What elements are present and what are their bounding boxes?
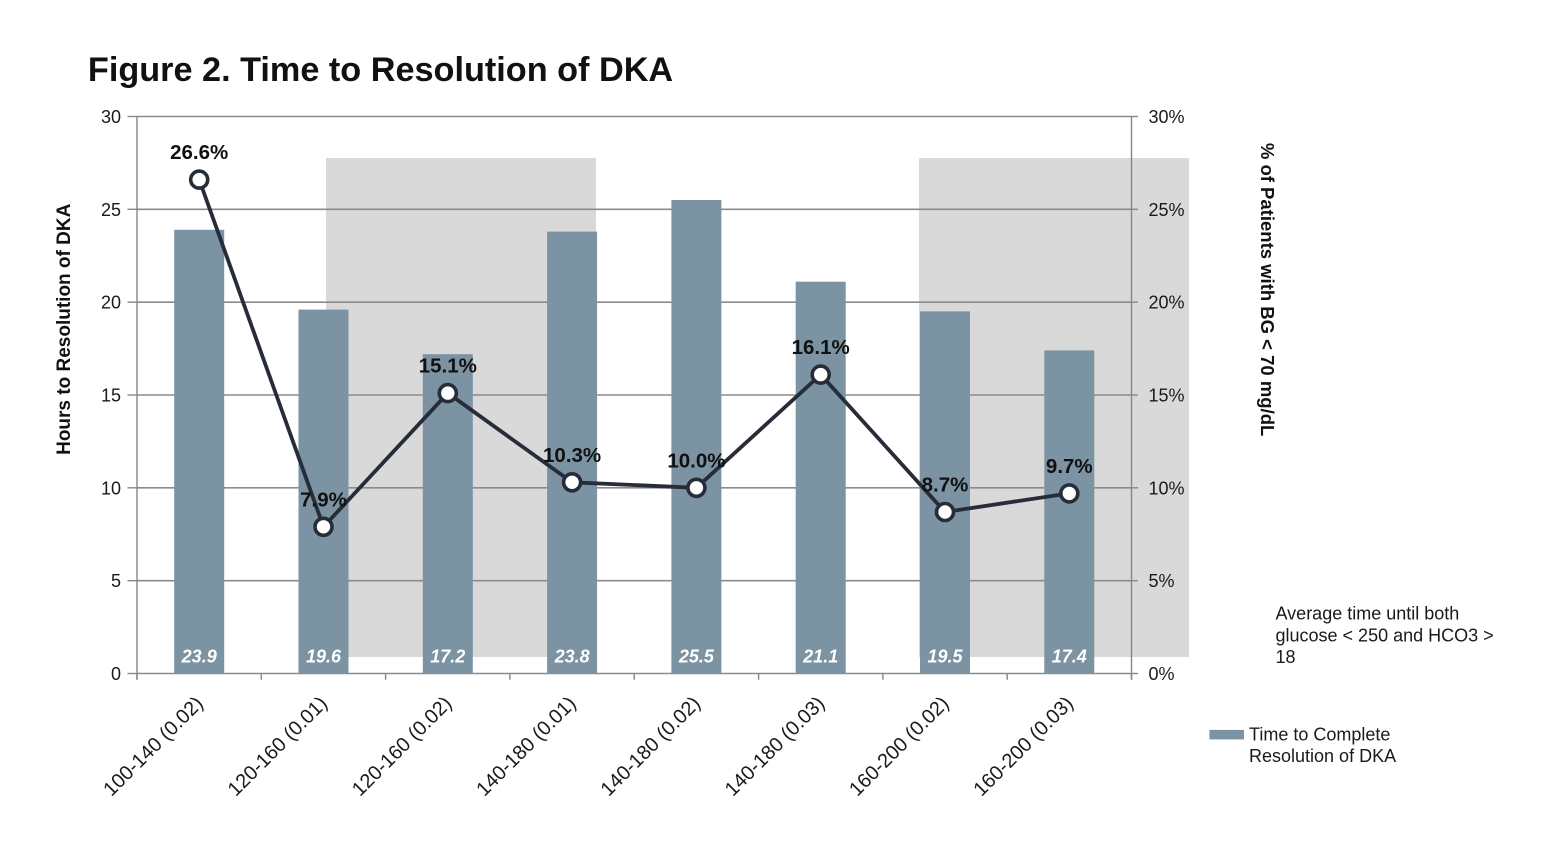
svg-text:glucose < 250 and HCO3 >: glucose < 250 and HCO3 > bbox=[1276, 625, 1494, 645]
svg-text:Figure 2. Time to Resolution o: Figure 2. Time to Resolution of DKA bbox=[88, 51, 673, 89]
svg-text:Hours to Resolution of DKA: Hours to Resolution of DKA bbox=[54, 203, 75, 454]
svg-text:10.0%: 10.0% bbox=[667, 449, 725, 472]
svg-text:20%: 20% bbox=[1149, 293, 1185, 313]
svg-text:5: 5 bbox=[111, 571, 121, 591]
svg-text:10%: 10% bbox=[1149, 478, 1185, 498]
svg-text:23.8: 23.8 bbox=[554, 647, 590, 667]
svg-text:30%: 30% bbox=[1149, 107, 1185, 127]
svg-text:15%: 15% bbox=[1149, 386, 1185, 406]
svg-text:Time to Complete: Time to Complete bbox=[1249, 724, 1390, 744]
svg-text:16.1%: 16.1% bbox=[792, 336, 850, 359]
svg-text:17.2: 17.2 bbox=[430, 647, 465, 667]
svg-text:0: 0 bbox=[111, 664, 121, 684]
svg-text:7.9%: 7.9% bbox=[300, 488, 347, 511]
svg-text:20: 20 bbox=[101, 293, 121, 313]
svg-text:25%: 25% bbox=[1149, 200, 1185, 220]
svg-text:19.6: 19.6 bbox=[306, 647, 342, 667]
svg-text:Average time until both: Average time until both bbox=[1276, 604, 1460, 624]
svg-text:15: 15 bbox=[101, 386, 121, 406]
svg-text:30: 30 bbox=[101, 107, 121, 127]
svg-text:23.9: 23.9 bbox=[181, 647, 217, 667]
svg-text:0%: 0% bbox=[1149, 664, 1175, 684]
svg-text:8.7%: 8.7% bbox=[922, 474, 969, 497]
svg-text:10: 10 bbox=[101, 478, 121, 498]
svg-text:15.1%: 15.1% bbox=[419, 355, 477, 378]
svg-text:19.5: 19.5 bbox=[927, 647, 963, 667]
svg-text:10.3%: 10.3% bbox=[543, 444, 601, 467]
svg-text:9.7%: 9.7% bbox=[1046, 455, 1093, 478]
svg-text:17.4: 17.4 bbox=[1052, 647, 1087, 667]
svg-text:Resolution of DKA: Resolution of DKA bbox=[1249, 746, 1396, 766]
svg-text:18: 18 bbox=[1276, 647, 1296, 667]
svg-text:25: 25 bbox=[101, 200, 121, 220]
svg-text:21.1: 21.1 bbox=[802, 647, 838, 667]
svg-text:25.5: 25.5 bbox=[678, 647, 715, 667]
svg-text:% of Patients with BG < 70 mg/: % of Patients with BG < 70 mg/dL bbox=[1257, 143, 1278, 436]
svg-text:26.6%: 26.6% bbox=[170, 141, 228, 164]
svg-text:5%: 5% bbox=[1149, 571, 1175, 591]
